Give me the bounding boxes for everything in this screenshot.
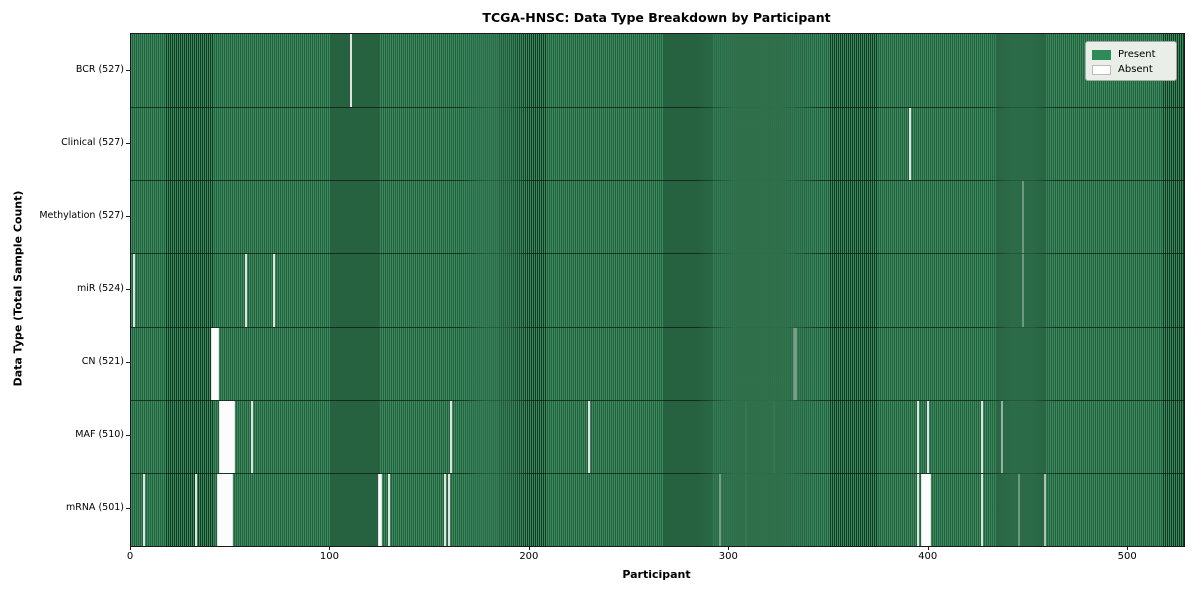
absent-stripe [350,34,353,109]
absent-stripe [980,473,983,546]
x-tick-label-400: 400 [918,551,938,562]
x-tick-mark [130,546,131,550]
x-axis-label: Participant [622,568,691,581]
absent-stripe [1044,473,1047,546]
heatmap-row-MAF [131,399,1184,474]
x-tick-mark [329,546,331,550]
heatmap-row-Clinical [131,107,1184,182]
absent-stripe [916,400,919,474]
absent-stripe [388,473,391,546]
absent-stripe [216,473,233,546]
absent-stripe [448,473,451,546]
y-tick-label-BCR: BCR (527) [75,63,124,75]
y-tick-mark [126,143,130,144]
y-tick-label-MAF: MAF (510) [75,429,124,441]
absent-stripe [244,254,247,328]
x-tick-mark [528,546,530,550]
y-axis-label: Data Type (Total Sample Count) [11,190,25,387]
legend-label-present: Present [1118,48,1156,60]
absent-stripe [908,108,911,182]
absent-stripe [272,254,275,328]
x-tick-label-200: 200 [519,551,539,562]
absent-stripe [450,400,453,474]
y-tick-label-Methylation: Methylation (527) [39,209,124,221]
absent-stripe [1022,254,1025,328]
heatmap-row-mRNA [131,472,1184,546]
absent-stripe [210,327,219,401]
absent-stripe [1000,400,1003,474]
absent-stripe [250,400,253,474]
y-tick-mark [126,362,130,363]
x-tick-mark [927,546,929,550]
absent-stripe [378,473,383,546]
heatmap-row-BCR [131,34,1184,109]
heatmap-row-miR [131,253,1184,328]
absent-stripe [916,473,919,546]
legend-item-absent: Absent [1092,62,1176,77]
absent-stripe [926,400,929,474]
legend-swatch-absent [1092,64,1111,75]
x-tick-mark [1127,546,1129,550]
chart-title: TCGA-HNSC: Data Type Breakdown by Partic… [482,10,831,25]
x-tick-label-300: 300 [718,551,738,562]
absent-stripe [1022,181,1025,255]
x-tick-mark [728,546,730,550]
legend-label-absent: Absent [1118,63,1153,75]
absent-stripe [194,473,197,546]
absent-stripe [1018,473,1021,546]
absent-stripe [719,473,722,546]
y-tick-label-Clinical: Clinical (527) [61,136,124,148]
heatmap-plot-area [130,33,1185,547]
absent-stripe [745,473,748,546]
absent-stripe [218,400,235,474]
y-tick-label-miR: miR (524) [76,283,124,294]
absent-stripe [444,473,447,546]
x-tick-label-500: 500 [1117,551,1137,562]
absent-stripe [587,400,590,474]
legend: Present Absent [1085,41,1177,81]
heatmap-row-CN [131,326,1184,401]
x-tick-label-0: 0 [126,551,134,562]
y-tick-mark [126,289,130,290]
x-tick-label-100: 100 [319,551,339,562]
absent-stripe [920,473,931,546]
y-tick-label-CN: CN (521) [81,356,124,368]
absent-stripe [132,254,135,328]
absent-stripe [142,473,145,546]
absent-stripe [793,327,798,401]
heatmap-row-Methylation [131,180,1184,255]
y-tick-mark [126,435,130,436]
y-tick-label-mRNA: mRNA (501) [65,502,124,514]
absent-stripe [773,400,776,474]
legend-item-present: Present [1092,47,1176,62]
y-tick-mark [126,216,130,217]
absent-stripe [745,400,748,474]
absent-stripe [980,400,983,474]
y-tick-mark [126,70,130,71]
legend-swatch-present [1092,49,1111,60]
y-tick-mark [126,508,130,509]
